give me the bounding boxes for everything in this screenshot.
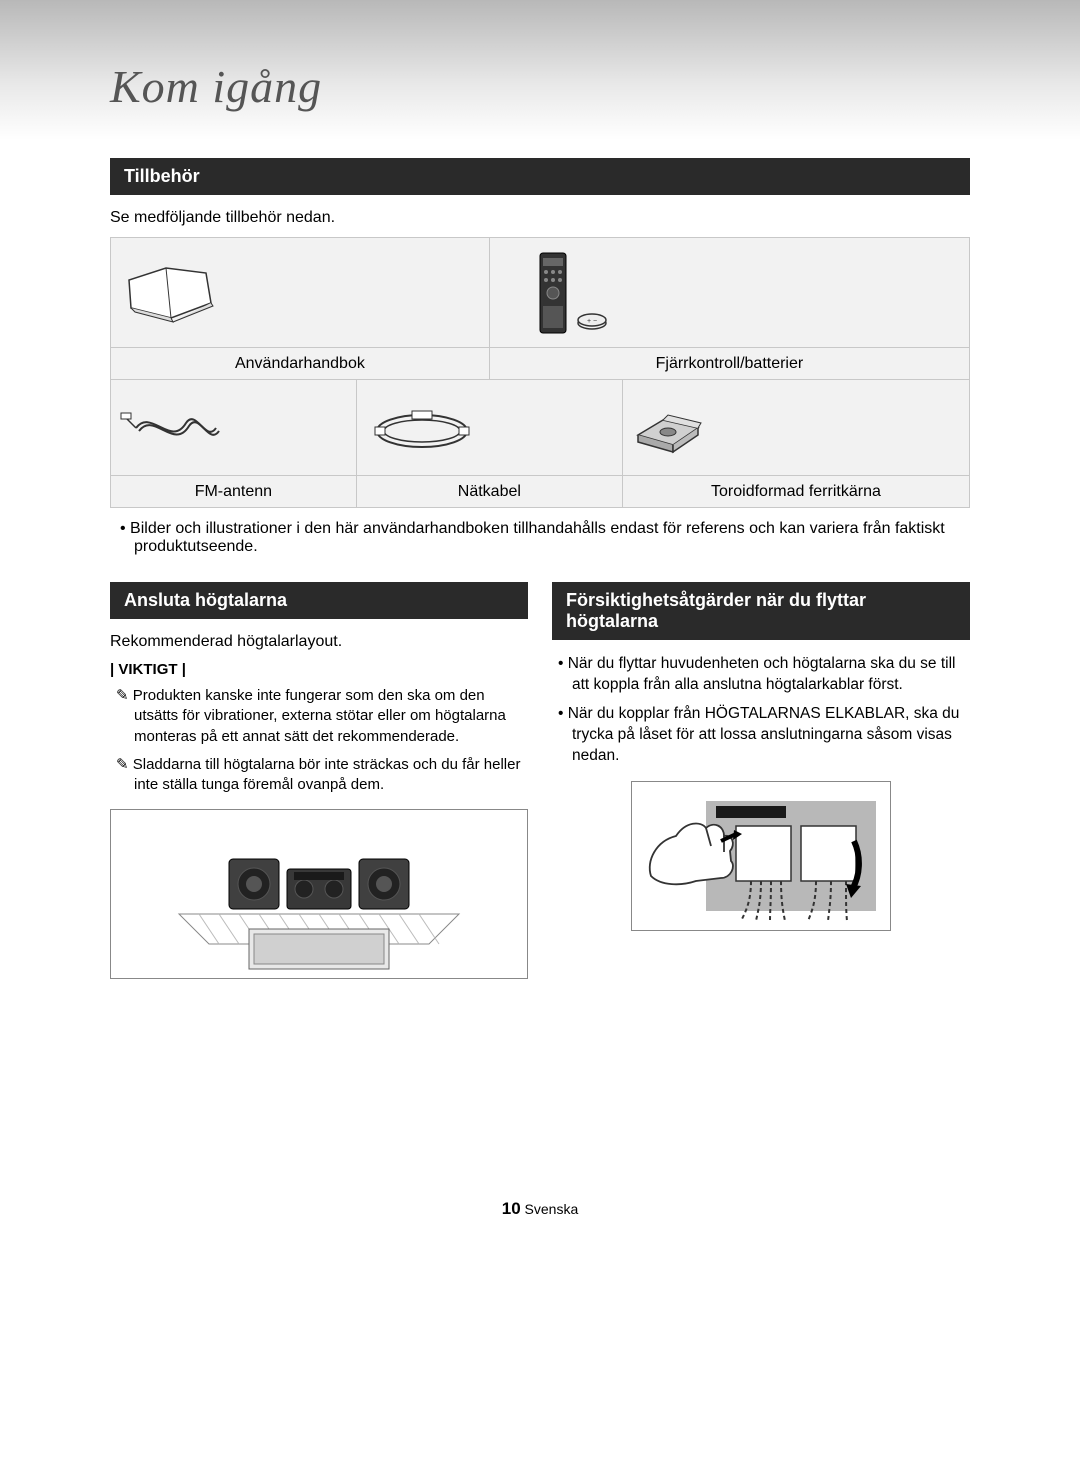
connect-intro: Rekommenderad högtalarlayout.: [110, 633, 528, 651]
left-column: Ansluta högtalarna Rekommenderad högtala…: [110, 582, 528, 979]
cable-release-illustration: [631, 781, 891, 931]
accessories-intro: Se medföljande tillbehör nedan.: [110, 209, 970, 227]
precaution-bullet-2: • När du kopplar från HÖGTALARNAS ELKABL…: [552, 704, 970, 767]
connect-bullet-2-text: Sladdarna till högtalarna bör inte sträc…: [133, 756, 521, 793]
section-heading-connect: Ansluta högtalarna: [110, 582, 528, 619]
power-cable-icon: [357, 403, 487, 453]
remote-icon: + −: [490, 248, 630, 338]
section-heading-precautions: Försiktighetsåtgärder när du flyttar hög…: [552, 582, 970, 640]
page-footer: 10 Svenska: [110, 1199, 970, 1219]
accessories-note: • Bilder och illustrationer i den här an…: [110, 520, 970, 556]
precaution-bullet-1-text: När du flyttar huvudenheten och högtalar…: [568, 655, 956, 693]
right-column: Försiktighetsåtgärder när du flyttar hög…: [552, 582, 970, 979]
connect-bullet-2: ✎ Sladdarna till högtalarna bör inte str…: [110, 755, 528, 796]
page-number: 10: [502, 1199, 521, 1218]
manual-icon: [111, 258, 231, 328]
precaution-bullet-2-text: När du kopplar från HÖGTALARNAS ELKABLAR…: [568, 705, 960, 764]
speaker-layout-illustration: [110, 809, 528, 979]
accessory-image-antenna: [111, 380, 357, 476]
antenna-icon: [111, 398, 231, 458]
accessory-label-power: Nätkabel: [356, 476, 622, 508]
accessories-note-text: Bilder och illustrationer i den här anvä…: [130, 520, 945, 555]
svg-text:+ −: + −: [587, 318, 597, 325]
page-title: Kom igång: [110, 60, 970, 113]
precaution-bullet-1: • När du flyttar huvudenheten och högtal…: [552, 654, 970, 696]
footer-language: Svenska: [525, 1201, 579, 1217]
connect-bullet-1: ✎ Produkten kanske inte fungerar som den…: [110, 686, 528, 747]
accessory-label-remote: Fjärrkontroll/batterier: [489, 348, 969, 380]
accessories-table: + − Användarhandbok Fjärrkontroll/batter…: [110, 237, 970, 508]
accessory-label-ferrite: Toroidformad ferritkärna: [622, 476, 969, 508]
section-heading-accessories: Tillbehör: [110, 158, 970, 195]
important-label: | VIKTIGT |: [110, 661, 528, 678]
accessory-image-power: [356, 380, 622, 476]
accessory-image-remote: + −: [489, 238, 969, 348]
accessory-label-antenna: FM-antenn: [111, 476, 357, 508]
ferrite-icon: [623, 400, 713, 455]
connect-bullet-1-text: Produkten kanske inte fungerar som den s…: [133, 687, 506, 745]
accessory-image-manual: [111, 238, 490, 348]
accessory-label-manual: Användarhandbok: [111, 348, 490, 380]
accessory-image-ferrite: [622, 380, 969, 476]
